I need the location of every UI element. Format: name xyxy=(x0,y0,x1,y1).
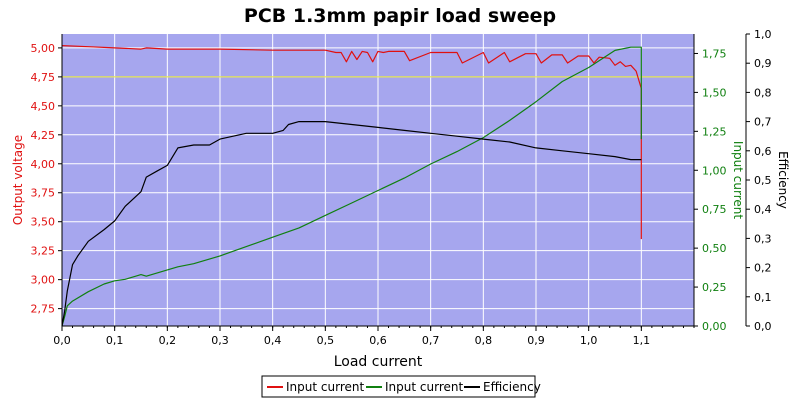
input-current-tick-label: 1,25 xyxy=(702,125,727,138)
x-tick-label: 1,0 xyxy=(580,334,598,347)
x-tick-label: 1,1 xyxy=(633,334,651,347)
chart-title: PCB 1.3mm papir load sweep xyxy=(244,5,556,27)
efficiency-tick-label: 1,0 xyxy=(754,28,772,41)
legend-label-input-current-green: Input current xyxy=(385,380,463,394)
efficiency-tick-label: 0,9 xyxy=(754,57,772,70)
legend: Input current Input current Efficiency xyxy=(261,375,541,398)
series-input-current-red xyxy=(61,45,642,240)
left-tick-label: 3,75 xyxy=(31,187,56,200)
x-tick-label: 0,3 xyxy=(211,334,229,347)
x-tick-label: 0,2 xyxy=(159,334,177,347)
left-tick-label: 3,00 xyxy=(31,274,56,287)
x-tick-label: 0,7 xyxy=(422,334,440,347)
input-current-axis: 0,00 0,25 0,50 0,75 1,00 1,25 1,50 1,75 xyxy=(693,34,727,333)
legend-box xyxy=(261,375,536,398)
efficiency-tick-label: 0,4 xyxy=(754,203,772,216)
efficiency-tick-label: 0,5 xyxy=(754,174,772,187)
left-tick-label: 4,50 xyxy=(31,100,56,113)
input-current-tick-label: 0,50 xyxy=(702,242,727,255)
input-current-tick-label: 1,00 xyxy=(702,164,727,177)
efficiency-tick-label: 0,6 xyxy=(754,145,772,158)
x-tick-label: 0,1 xyxy=(106,334,124,347)
left-tick-label: 4,75 xyxy=(31,71,56,84)
left-tick-label: 3,50 xyxy=(31,216,56,229)
x-tick-label: 0,8 xyxy=(475,334,493,347)
x-tick-label: 0,5 xyxy=(317,334,335,347)
efficiency-axis: 0,0 0,1 0,2 0,3 0,4 0,5 0,6 0,7 0,8 0,9 1,0 xyxy=(745,28,772,333)
x-axis: 0,0 0,1 0,2 0,3 0,4 0,5 0,6 0,7 0,8 0,9 1,0 1,1 xyxy=(53,325,695,347)
left-tick-label: 5,00 xyxy=(31,42,56,55)
efficiency-tick-label: 0,1 xyxy=(754,291,772,304)
series-layer xyxy=(61,45,642,327)
efficiency-tick-label: 0,7 xyxy=(754,116,772,129)
input-current-tick-label: 0,25 xyxy=(702,281,727,294)
legend-label-efficiency: Efficiency xyxy=(483,380,541,394)
left-tick-label: 2,75 xyxy=(31,303,56,316)
input-current-tick-label: 1,75 xyxy=(702,47,727,60)
efficiency-tick-label: 0,3 xyxy=(754,232,772,245)
series-input-current-green xyxy=(61,46,642,327)
grid xyxy=(61,34,694,326)
efficiency-tick-label: 0,2 xyxy=(754,262,772,275)
legend-label-input-current-red: Input current xyxy=(286,380,364,394)
left-tick-label: 4,00 xyxy=(31,158,56,171)
efficiency-axis-label: Efficiency xyxy=(776,151,790,209)
x-tick-label: 0,9 xyxy=(527,334,545,347)
left-tick-label: 3,25 xyxy=(31,245,56,258)
efficiency-tick-label: 0,8 xyxy=(754,86,772,99)
x-tick-label: 0,6 xyxy=(369,334,387,347)
efficiency-tick-label: 0,0 xyxy=(754,320,772,333)
input-current-tick-label: 0,00 xyxy=(702,320,727,333)
x-tick-label: 0,0 xyxy=(53,334,71,347)
left-axis-label: Output voltage xyxy=(11,135,25,225)
x-axis-label: Load current xyxy=(334,354,423,370)
left-tick-label: 4,25 xyxy=(31,129,56,142)
input-current-tick-label: 0,75 xyxy=(702,203,727,216)
left-axis: 2,75 3,00 3,25 3,50 3,75 4,00 4,25 4,50 4,75 5,00 xyxy=(31,34,63,326)
x-tick-label: 0,4 xyxy=(264,334,282,347)
series-efficiency xyxy=(61,120,642,327)
input-current-tick-label: 1,50 xyxy=(702,86,727,99)
input-current-axis-label: Input current xyxy=(731,141,745,219)
